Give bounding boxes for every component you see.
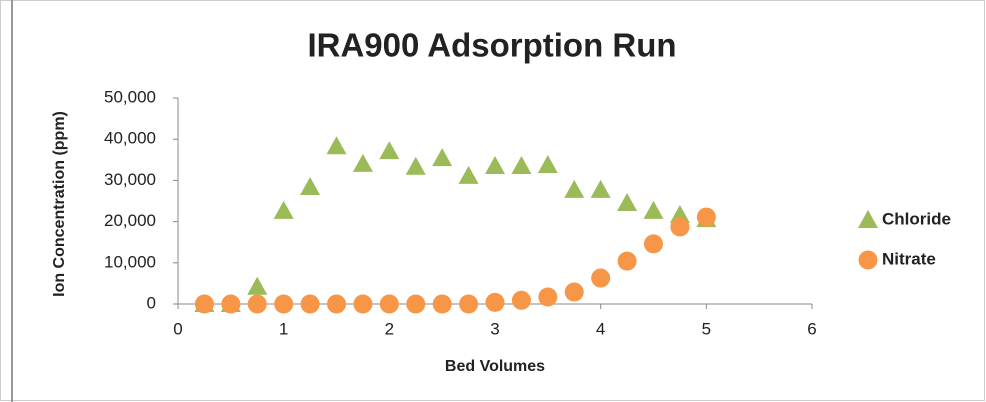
legend-label: Nitrate xyxy=(882,249,936,268)
data-point xyxy=(326,136,347,155)
x-tick-label: 2 xyxy=(385,319,394,338)
data-point xyxy=(352,153,373,172)
data-point xyxy=(247,294,267,314)
data-point xyxy=(432,294,452,314)
data-point xyxy=(511,155,532,174)
data-point xyxy=(538,287,558,307)
data-point xyxy=(379,294,399,314)
x-tick-label: 0 xyxy=(173,319,182,338)
y-axis-label: Ion Concentration (ppm) xyxy=(51,111,68,297)
data-point xyxy=(300,176,321,195)
data-point xyxy=(670,217,690,237)
data-point xyxy=(669,205,690,224)
data-point xyxy=(405,156,426,175)
chart-title: IRA900 Adsorption Run xyxy=(307,27,676,64)
data-point xyxy=(379,141,400,160)
y-tick-label: 40,000 xyxy=(104,129,156,148)
y-tick-label: 20,000 xyxy=(104,211,156,230)
y-tick-label: 30,000 xyxy=(104,170,156,189)
legend-marker xyxy=(858,250,878,270)
data-point xyxy=(511,290,531,310)
data-point xyxy=(617,193,638,212)
data-point xyxy=(353,294,373,314)
x-tick-label: 5 xyxy=(702,319,711,338)
x-tick-label: 4 xyxy=(596,319,605,338)
data-point xyxy=(194,294,214,314)
data-point xyxy=(591,268,611,288)
legend-marker xyxy=(858,210,878,228)
data-point xyxy=(459,294,479,314)
data-point xyxy=(274,294,294,314)
x-tick-label: 3 xyxy=(490,319,499,338)
data-point xyxy=(643,200,664,219)
data-point xyxy=(564,282,584,302)
x-tick-label: 6 xyxy=(807,319,816,338)
data-point xyxy=(273,200,294,219)
data-point xyxy=(458,165,479,184)
data-point xyxy=(617,251,637,271)
y-tick-label: 50,000 xyxy=(104,87,156,106)
data-point xyxy=(485,292,505,312)
data-point xyxy=(696,207,716,227)
data-point xyxy=(327,294,346,314)
data-point xyxy=(537,155,558,174)
data-point xyxy=(644,234,663,254)
y-tick-label: 10,000 xyxy=(104,252,156,271)
legend-label: Chloride xyxy=(882,209,951,228)
x-tick-label: 1 xyxy=(279,319,288,338)
data-point xyxy=(300,294,320,314)
data-point xyxy=(590,179,611,198)
data-point xyxy=(247,276,268,295)
y-tick-label: 0 xyxy=(147,293,156,312)
data-point xyxy=(221,294,241,314)
data-point xyxy=(564,179,585,198)
data-point xyxy=(432,148,453,167)
data-point xyxy=(406,294,426,314)
x-axis-label: Bed Volumes xyxy=(445,358,545,375)
data-point xyxy=(485,155,505,174)
